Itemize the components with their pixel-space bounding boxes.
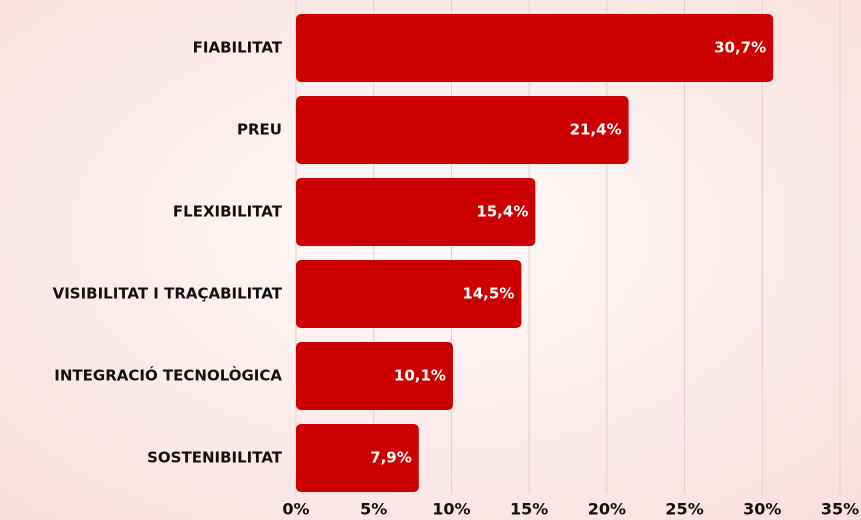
value-label: 7,9% bbox=[370, 449, 412, 467]
category-label: FIABILITAT bbox=[193, 39, 283, 57]
x-tick-label: 20% bbox=[588, 500, 626, 519]
bar bbox=[296, 178, 536, 246]
bar bbox=[296, 424, 419, 492]
bar bbox=[296, 96, 629, 164]
bar bbox=[296, 260, 522, 328]
x-tick-label: 30% bbox=[743, 500, 781, 519]
category-label: INTEGRACIÓ TECNOLÒGICA bbox=[54, 366, 282, 385]
bar bbox=[296, 14, 774, 82]
x-tick-label: 0% bbox=[282, 500, 309, 519]
category-label: FLEXIBILITAT bbox=[173, 203, 283, 221]
value-label: 21,4% bbox=[570, 121, 622, 139]
bar bbox=[296, 342, 453, 410]
value-label: 10,1% bbox=[394, 367, 446, 385]
category-label: SOSTENIBILITAT bbox=[147, 449, 283, 467]
x-tick-label: 10% bbox=[432, 500, 470, 519]
category-label: PREU bbox=[237, 121, 282, 139]
value-label: 15,4% bbox=[476, 203, 528, 221]
x-tick-label: 5% bbox=[360, 500, 387, 519]
x-tick-label: 15% bbox=[510, 500, 548, 519]
value-label: 14,5% bbox=[462, 285, 514, 303]
value-label: 30,7% bbox=[714, 39, 766, 57]
category-label: VISIBILITAT I TRAÇABILITAT bbox=[53, 285, 283, 303]
x-tick-label: 35% bbox=[821, 500, 859, 519]
x-tick-label: 25% bbox=[665, 500, 703, 519]
